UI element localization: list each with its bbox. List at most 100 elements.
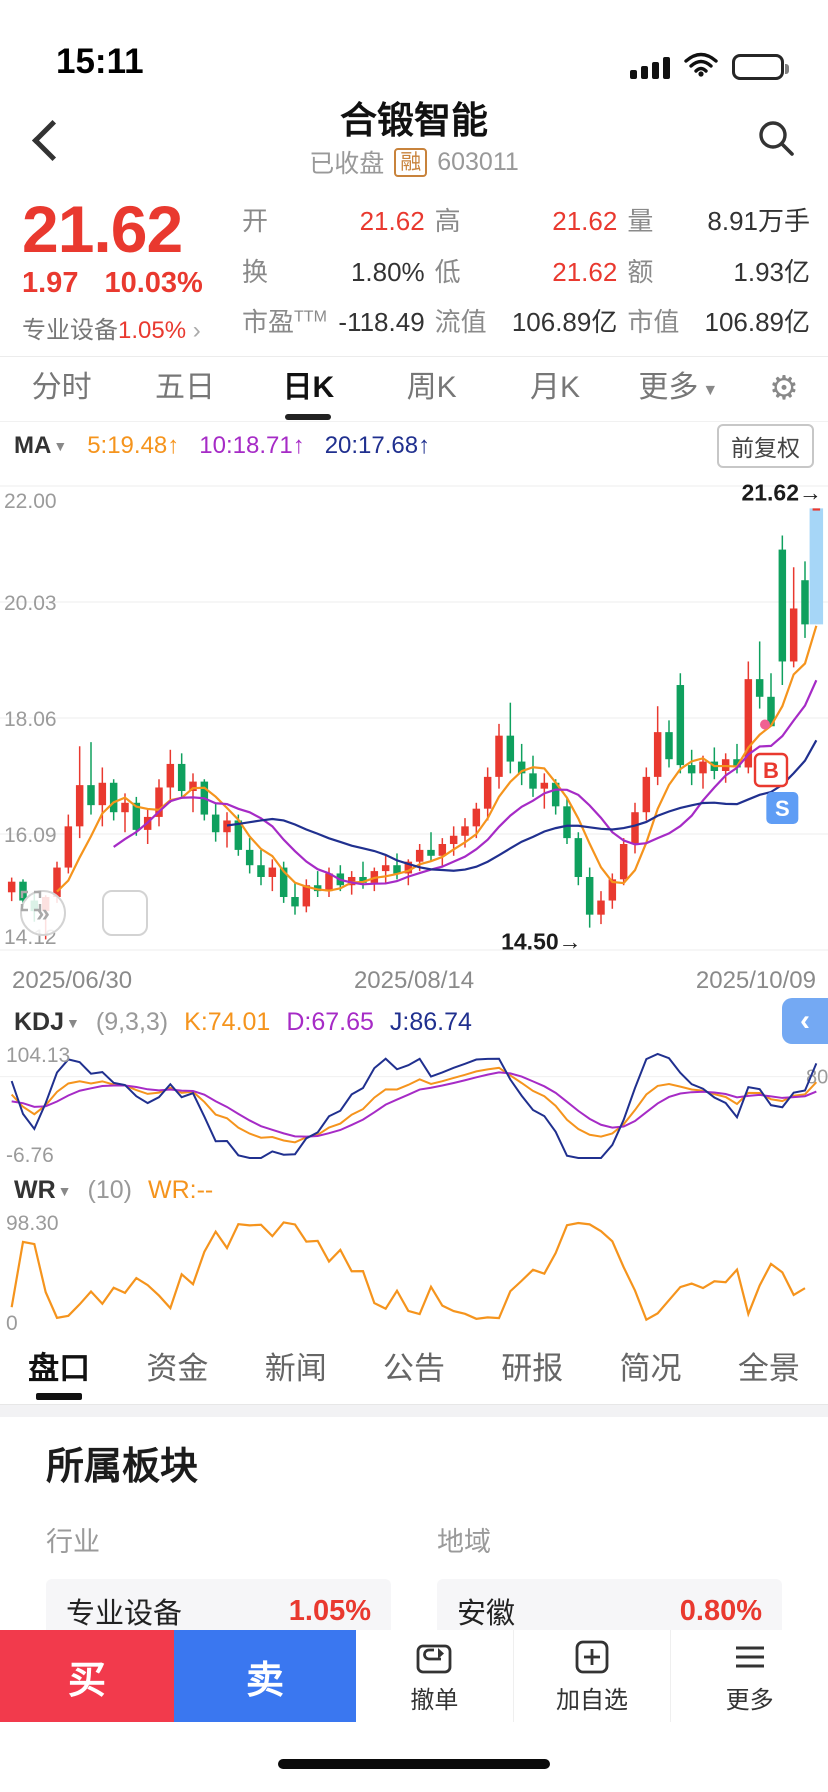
svg-text:14.50→: 14.50→ [501, 929, 582, 955]
buy-button[interactable]: 买 [0, 1630, 174, 1722]
svg-text:18.06: 18.06 [4, 708, 57, 731]
candlestick-chart[interactable]: 22.00 20.03 18.06 16.09 14.12 21.62→ 14.50→ B S … [0, 470, 828, 964]
add-watchlist-button[interactable]: 加自选 [512, 1630, 671, 1722]
tab-overview[interactable]: 全景 [737, 1351, 800, 1386]
change-percent: 10.03% [104, 267, 203, 300]
tab-order-book[interactable]: 盘口 [0, 1334, 118, 1404]
chevron-left-icon [31, 119, 74, 161]
svg-text:S: S [775, 796, 790, 821]
chart-tools: » [20, 890, 148, 936]
amount-value: 1.93亿 [733, 256, 811, 287]
stock-subtitle: 已收盘 融 603011 [120, 144, 708, 180]
sell-button[interactable]: 卖 [174, 1630, 356, 1722]
adjust-mode-button[interactable]: 前复权 [717, 424, 814, 468]
quote-col-3: 量 8.91万手 额 1.93亿 市值 106.89亿 [627, 202, 810, 342]
content-tab-bar: 盘口 资金 新闻 公告 研报 简况 全景 [0, 1334, 828, 1405]
svg-text:22.00: 22.00 [4, 490, 57, 513]
cellular-signal-icon [630, 55, 670, 79]
region-name: 安徽 [457, 1598, 516, 1630]
title-bar: 合锻智能 已收盘 融 603011 [0, 88, 828, 192]
status-icons [630, 51, 789, 82]
region-label: 地域 [437, 1527, 491, 1557]
wr-value: WR:-- [147, 1175, 214, 1204]
market-status: 已收盘 [309, 150, 385, 179]
pe-label: 市盈TTM [242, 307, 327, 337]
home-indicator-area [0, 1722, 828, 1792]
low-value: 21.62 [552, 256, 618, 287]
high-label: 高 [434, 206, 461, 236]
high-value: 21.62 [552, 206, 618, 236]
status-bar: 15:11 [0, 0, 828, 88]
open-label: 开 [242, 206, 269, 236]
last-price: 21.62 [22, 192, 183, 266]
expand-drawer-button[interactable]: » [20, 890, 66, 936]
tab-monthly-k[interactable]: 月K [529, 371, 580, 404]
turnover-rate-label: 换 [242, 256, 269, 287]
stock-code: 603011 [437, 147, 519, 176]
more-actions-button[interactable]: 更多 [670, 1630, 828, 1722]
pe-value: -118.49 [338, 307, 425, 337]
open-value: 21.62 [359, 206, 425, 236]
gear-icon: ⚙ [769, 369, 799, 406]
svg-text:B: B [763, 758, 779, 783]
caret-down-icon: ▼ [57, 1182, 72, 1199]
collapse-panel-button[interactable]: ‹ [782, 998, 828, 1044]
tab-weekly-k[interactable]: 周K [406, 371, 457, 404]
tab-daily-k[interactable]: 日K [247, 357, 370, 421]
sector-link[interactable]: 专业设备1.05% › [22, 310, 234, 345]
add-plus-icon [575, 1640, 609, 1674]
price-change: 1.97 10.03% [22, 267, 234, 300]
ma-selector[interactable]: MA ▼ [14, 432, 68, 459]
wr-params: (10) [87, 1175, 132, 1204]
back-button[interactable] [30, 105, 100, 175]
x-label-start: 2025/06/30 [12, 967, 133, 994]
tab-more[interactable]: 更多 ▼ [638, 371, 719, 404]
quote-col-1: 开 21.62 换 1.80% 市盈TTM -118.49 [242, 202, 425, 342]
fullscreen-icon [20, 890, 42, 912]
home-indicator[interactable] [278, 1759, 550, 1769]
kdj-j-value: J:86.74 [389, 1007, 472, 1036]
svg-text:20.03: 20.03 [4, 592, 57, 615]
fullscreen-button[interactable] [20, 890, 148, 936]
board-title: 所属板块 [46, 1446, 199, 1488]
period-tab-bar: 分时 五日 日K 周K 月K 更多 ▼ ⚙ [0, 356, 828, 422]
kdj-canvas[interactable]: 80 [0, 1046, 828, 1166]
tab-minute[interactable]: 分时 [31, 371, 92, 404]
wr-selector[interactable]: WR ▼ [14, 1175, 72, 1204]
industry-column: 行业 专业设备 1.05% [46, 1520, 391, 1643]
board-section: 所属板块 行业 专业设备 1.05% 地域 安徽 0.80% [0, 1417, 828, 1643]
kdj-chart[interactable]: 80 104.13 -6.76 [0, 1044, 828, 1167]
volume-label: 量 [627, 206, 654, 236]
kdj-params: (9,3,3) [95, 1007, 169, 1036]
search-icon [759, 120, 794, 156]
wifi-icon [684, 51, 718, 82]
svg-text:80: 80 [806, 1067, 828, 1089]
chart-settings-button[interactable]: ⚙ [740, 357, 828, 421]
clock: 15:11 [56, 42, 144, 81]
tab-news[interactable]: 新闻 [264, 1351, 327, 1386]
x-axis-labels: 2025/06/30 2025/08/14 2025/10/09 [0, 964, 828, 998]
float-cap-label: 流值 [434, 307, 487, 337]
tab-5day[interactable]: 五日 [154, 371, 215, 404]
tab-research[interactable]: 研报 [501, 1351, 564, 1386]
tab-profile[interactable]: 简况 [619, 1351, 682, 1386]
industry-label: 行业 [46, 1527, 100, 1557]
wr-header: WR ▼ (10) WR:-- [0, 1166, 828, 1214]
kdj-d-value: D:67.65 [286, 1007, 374, 1036]
wr-canvas[interactable] [0, 1214, 828, 1334]
ma5-value: 5:19.48↑ [87, 432, 180, 459]
kdj-max-label: 104.13 [6, 1044, 71, 1067]
search-button[interactable] [754, 116, 798, 165]
change-amount: 1.97 [22, 267, 79, 300]
wr-max-label: 98.30 [6, 1212, 59, 1235]
x-label-mid: 2025/08/14 [353, 967, 475, 994]
cancel-order-button[interactable]: 撤单 [356, 1630, 513, 1722]
ma-indicator-bar: MA ▼ 5:19.48↑ 10:18.71↑ 20:17.68↑ 前复权 [0, 422, 828, 470]
market-cap-value: 106.89亿 [704, 307, 811, 337]
tab-funds[interactable]: 资金 [146, 1351, 209, 1386]
kdj-selector[interactable]: KDJ ▼ [14, 1007, 80, 1036]
wr-min-label: 0 [6, 1312, 18, 1335]
tab-announcements[interactable]: 公告 [382, 1351, 445, 1386]
quote-grid: 开 21.62 换 1.80% 市盈TTM -118.49 高 21.62 低 21.62… [234, 196, 810, 356]
wr-chart[interactable]: 98.30 0 [0, 1212, 828, 1335]
